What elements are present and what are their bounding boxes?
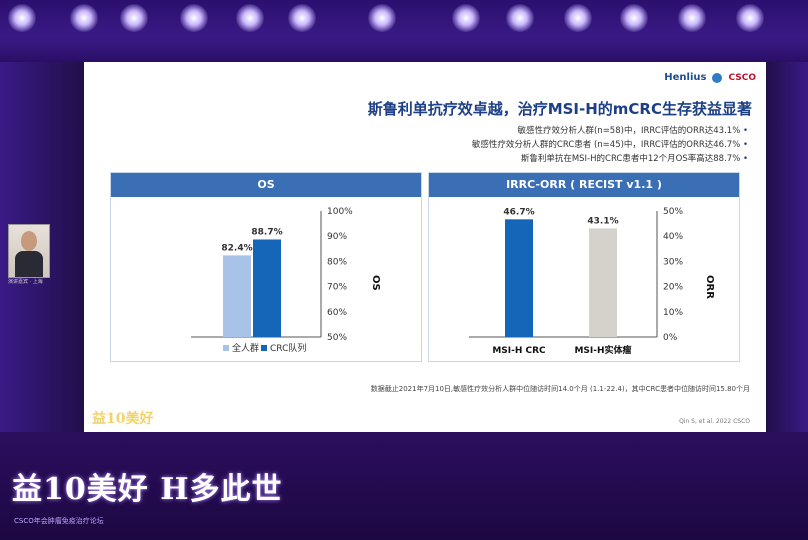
stage-light-icon [288, 4, 316, 32]
y-tick-label: 70% [327, 283, 347, 293]
os-chart-panel: OS 50% 60% 70% 80% 90% 100% OS 82.4% 88.7% 全人群 CRC… [110, 172, 422, 362]
speaker-video-thumbnail [8, 224, 50, 278]
os-chart-title: OS [111, 173, 421, 197]
event-logo: 益10美好 H多此世 [12, 472, 283, 507]
bullet-list: 敏感性疗效分析人群(n=58)中，IRRC评估的ORR达43.1% 敏感性疗效分… [472, 124, 748, 166]
stage-light-icon [120, 4, 148, 32]
y-tick-label: 20% [663, 283, 683, 293]
legend-label: 全人群 [232, 342, 259, 354]
data-label: 82.4% [221, 243, 252, 253]
y-tick-label: 100% [327, 207, 353, 217]
stage-light-icon [8, 4, 36, 32]
brand-name: Henlius [664, 72, 707, 83]
y-tick-label: 40% [663, 232, 683, 242]
footnote: 数据截止2021年7月10日,敏感性疗效分析人群中位随访时间14.0个月 (1.… [370, 385, 750, 393]
stage-light-icon [506, 4, 534, 32]
speaker-label: 演讲嘉宾 · 上海 [8, 279, 43, 285]
y-axis-title: OS [370, 275, 381, 291]
y-tick-label: 50% [327, 333, 347, 343]
legend-swatch [261, 345, 267, 351]
csco-logo: CSCO [728, 72, 756, 83]
stage-light-icon [678, 4, 706, 32]
henlius-logo-icon [712, 72, 723, 83]
stage-light-icon [564, 4, 592, 32]
orr-chart-panel: IRRC-ORR ( RECIST v1.1 ) 0% 10% 20% 30% 40% 5… [428, 172, 740, 362]
slide-title: 斯鲁利单抗疗效卓越，治疗MSI-H的mCRC生存获益显著 [367, 100, 752, 118]
stage-light-icon [620, 4, 648, 32]
y-tick-label: 50% [663, 207, 683, 217]
speaker-head [21, 231, 37, 251]
y-tick-label: 0% [663, 333, 678, 343]
stage-light-icon [452, 4, 480, 32]
speaker-body [15, 251, 43, 277]
os-chart: 50% 60% 70% 80% 90% 100% OS 82.4% 88.7% 全人群 CRC队列 [191, 207, 381, 354]
stage-light-icon [236, 4, 264, 32]
event-logo-small: 益10美好 [92, 411, 154, 427]
category-label: MSI-H CRC [492, 346, 546, 356]
stage-light-icon [70, 4, 98, 32]
stage-light-icon [368, 4, 396, 32]
bar [589, 228, 617, 337]
bar [223, 255, 251, 337]
orr-chart-title: IRRC-ORR ( RECIST v1.1 ) [429, 173, 739, 197]
stage-background-bottom [0, 432, 808, 540]
citation: Qin S, et al. 2022 CSCO [679, 418, 750, 425]
y-tick-label: 80% [327, 257, 347, 267]
legend-label: CRC队列 [270, 342, 306, 354]
brand-header: Henlius CSCO [664, 72, 756, 83]
y-tick-label: 10% [663, 308, 683, 318]
category-label: MSI-H实体瘤 [574, 344, 631, 356]
bar [253, 239, 281, 337]
event-logo-subtitle: CSCO年会肿瘤免疫治疗论坛 [14, 517, 104, 525]
orr-chart: 0% 10% 20% 30% 40% 50% ORR 43.1% MSI-H实体瘤 46.7% MS… [469, 207, 715, 356]
data-label: 43.1% [587, 216, 618, 226]
stage-side-right [766, 62, 808, 432]
y-tick-label: 30% [663, 257, 683, 267]
data-label: 46.7% [503, 207, 534, 217]
legend-swatch [223, 345, 229, 351]
bar [505, 219, 533, 337]
data-label: 88.7% [251, 227, 282, 237]
presentation-slide: Henlius CSCO 斯鲁利单抗疗效卓越，治疗MSI-H的mCRC生存获益显… [84, 62, 766, 432]
y-tick-label: 90% [327, 232, 347, 242]
bullet-item: 敏感性疗效分析人群(n=58)中，IRRC评估的ORR达43.1% [472, 124, 748, 138]
stage-light-icon [736, 4, 764, 32]
bullet-item: 斯鲁利单抗在MSI-H的CRC患者中12个月OS率高达88.7% [472, 152, 748, 166]
y-tick-label: 60% [327, 308, 347, 318]
bullet-item: 敏感性疗效分析人群的CRC患者 (n=45)中，IRRC评估的ORR达46.7% [472, 138, 748, 152]
stage-light-icon [180, 4, 208, 32]
y-axis-title: ORR [704, 275, 715, 299]
